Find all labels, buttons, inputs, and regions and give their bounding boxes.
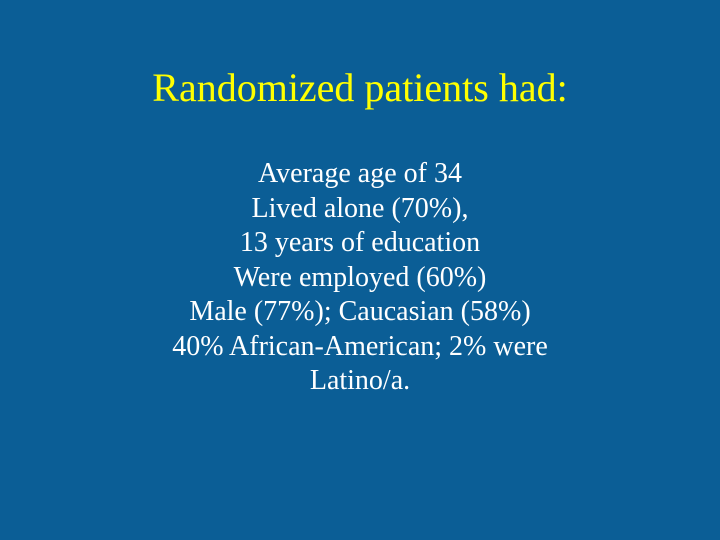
slide-body: Average age of 34 Lived alone (70%), 13 … [0, 157, 720, 399]
body-line-lived-alone: Lived alone (70%), [251, 192, 469, 224]
body-line-latino: Latino/a. [309, 365, 411, 396]
body-line-employed: Were employed (60%) [233, 261, 487, 293]
body-line-age: Average age of 34 [258, 158, 462, 189]
body-line-male-caucasian: Male (77%); Caucasian (58%) [189, 296, 531, 327]
slide-title: Randomized patients had: [152, 65, 568, 110]
body-line-education: 13 years of education [239, 227, 481, 258]
body-line-african-american: 40% African-American; 2% were [172, 330, 548, 362]
